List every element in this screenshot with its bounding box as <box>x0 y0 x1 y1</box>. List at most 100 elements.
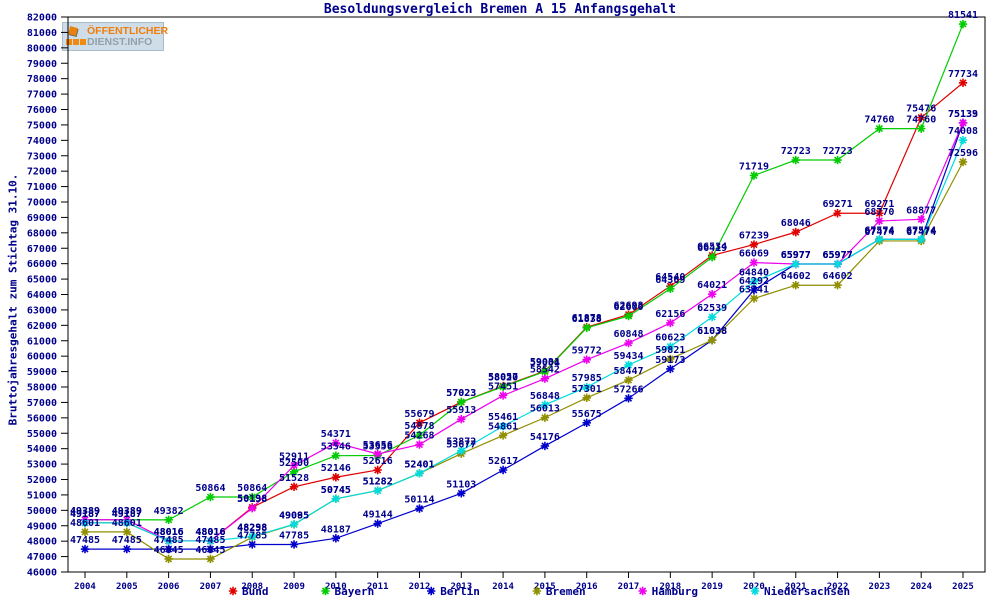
point-labels: 49187 49187 48016 48016 50198 51528 52146 52616… <box>70 10 978 556</box>
svg-text:49382: 49382 <box>154 506 184 517</box>
svg-text:Bremen: Bremen <box>546 585 586 598</box>
svg-text:74000: 74000 <box>27 136 57 147</box>
svg-text:2014: 2014 <box>492 582 514 592</box>
logo-line2: DIENST.INFO <box>87 35 153 48</box>
svg-text:57266: 57266 <box>613 384 643 395</box>
svg-text:50138: 50138 <box>237 494 267 505</box>
svg-text:2012: 2012 <box>409 582 431 592</box>
svg-text:65977: 65977 <box>781 250 811 261</box>
svg-text:68000: 68000 <box>27 228 57 239</box>
svg-text:63741: 63741 <box>739 284 769 295</box>
svg-text:66069: 66069 <box>739 249 769 260</box>
svg-text:50864: 50864 <box>237 483 267 494</box>
svg-text:Berlin: Berlin <box>440 585 480 598</box>
legend-item-hamburg: Hamburg <box>638 585 698 598</box>
svg-text:47485: 47485 <box>112 535 142 546</box>
svg-text:49187: 49187 <box>112 509 142 520</box>
svg-text:49085: 49085 <box>279 510 309 521</box>
svg-text:65977: 65977 <box>823 250 853 261</box>
svg-text:61838: 61838 <box>572 314 602 325</box>
svg-text:49144: 49144 <box>363 510 393 521</box>
svg-text:75139: 75139 <box>948 109 978 120</box>
svg-text:2017: 2017 <box>618 582 640 592</box>
series-niedersachsen <box>80 136 968 546</box>
svg-text:73000: 73000 <box>27 151 57 162</box>
svg-text:72596: 72596 <box>948 148 978 159</box>
svg-text:79000: 79000 <box>27 59 57 70</box>
svg-text:67474: 67474 <box>864 227 894 238</box>
svg-text:67574: 67574 <box>864 225 894 236</box>
svg-text:71000: 71000 <box>27 182 57 193</box>
svg-text:46845: 46845 <box>195 545 225 556</box>
svg-text:2023: 2023 <box>869 582 891 592</box>
series-bremen <box>80 157 968 564</box>
svg-text:72723: 72723 <box>823 146 853 157</box>
svg-text:49389: 49389 <box>112 506 142 517</box>
svg-text:58020: 58020 <box>488 373 518 384</box>
svg-text:77734: 77734 <box>948 69 978 80</box>
svg-text:66419: 66419 <box>697 243 727 254</box>
svg-text:65977: 65977 <box>781 250 811 261</box>
svg-text:64602: 64602 <box>781 271 811 282</box>
svg-text:57000: 57000 <box>27 398 57 409</box>
svg-text:62600: 62600 <box>613 302 643 313</box>
svg-text:49095: 49095 <box>279 510 309 521</box>
svg-text:75000: 75000 <box>27 120 57 131</box>
svg-text:56000: 56000 <box>27 413 57 424</box>
svg-text:48016: 48016 <box>154 527 184 538</box>
svg-text:54371: 54371 <box>321 429 351 440</box>
svg-text:2011: 2011 <box>367 582 389 592</box>
svg-text:56013: 56013 <box>530 404 560 415</box>
svg-text:55000: 55000 <box>27 429 57 440</box>
svg-text:72000: 72000 <box>27 167 57 178</box>
svg-text:54878: 54878 <box>404 421 434 432</box>
svg-text:60848: 60848 <box>613 329 643 340</box>
svg-text:59434: 59434 <box>613 351 643 362</box>
svg-text:51282: 51282 <box>363 477 393 488</box>
svg-text:64540: 64540 <box>655 272 685 283</box>
svg-text:50114: 50114 <box>404 495 434 506</box>
svg-text:59772: 59772 <box>572 346 602 357</box>
svg-text:62000: 62000 <box>27 321 57 332</box>
svg-text:54268: 54268 <box>404 431 434 442</box>
svg-text:57451: 57451 <box>488 381 518 392</box>
svg-text:2006: 2006 <box>158 582 180 592</box>
svg-text:2022: 2022 <box>827 582 849 592</box>
svg-text:2016: 2016 <box>576 582 598 592</box>
series-bayern <box>80 19 968 525</box>
svg-text:49000: 49000 <box>27 521 57 532</box>
svg-text:78000: 78000 <box>27 74 57 85</box>
svg-text:Bund: Bund <box>242 585 269 598</box>
chart-title: Besoldungsvergleich Bremen A 15 Anfangsg… <box>323 2 677 17</box>
svg-text:49187: 49187 <box>70 509 100 520</box>
oeffentlicher-dienst-info-logo[interactable]: ÖFFENTLICHER DIENST.INFO <box>62 22 168 51</box>
svg-text:59031: 59031 <box>530 357 560 368</box>
svg-text:69271: 69271 <box>864 199 894 210</box>
svg-text:53656: 53656 <box>363 440 393 451</box>
svg-text:54176: 54176 <box>530 432 560 443</box>
svg-text:Bayern: Bayern <box>334 585 374 598</box>
svg-text:52500: 52500 <box>279 458 309 469</box>
svg-text:52911: 52911 <box>279 451 309 462</box>
svg-text:2005: 2005 <box>116 582 138 592</box>
svg-text:81000: 81000 <box>27 28 57 39</box>
svg-text:55913: 55913 <box>446 405 476 416</box>
svg-text:Hamburg: Hamburg <box>652 585 698 598</box>
svg-text:54000: 54000 <box>27 444 57 455</box>
svg-text:52401: 52401 <box>404 459 434 470</box>
svg-text:59004: 59004 <box>530 358 560 369</box>
svg-text:75133: 75133 <box>948 109 978 120</box>
svg-text:52000: 52000 <box>27 475 57 486</box>
svg-text:51103: 51103 <box>446 479 476 490</box>
svg-text:48016: 48016 <box>195 527 225 538</box>
svg-text:77000: 77000 <box>27 90 57 101</box>
svg-text:51528: 51528 <box>279 473 309 484</box>
svg-text:2021: 2021 <box>785 582 807 592</box>
svg-text:48016: 48016 <box>154 527 184 538</box>
svg-text:49187: 49187 <box>70 509 100 520</box>
svg-text:69271: 69271 <box>823 199 853 210</box>
logo-text: ÖFFENTLICHER DIENST.INFO <box>87 25 168 48</box>
svg-text:69000: 69000 <box>27 213 57 224</box>
